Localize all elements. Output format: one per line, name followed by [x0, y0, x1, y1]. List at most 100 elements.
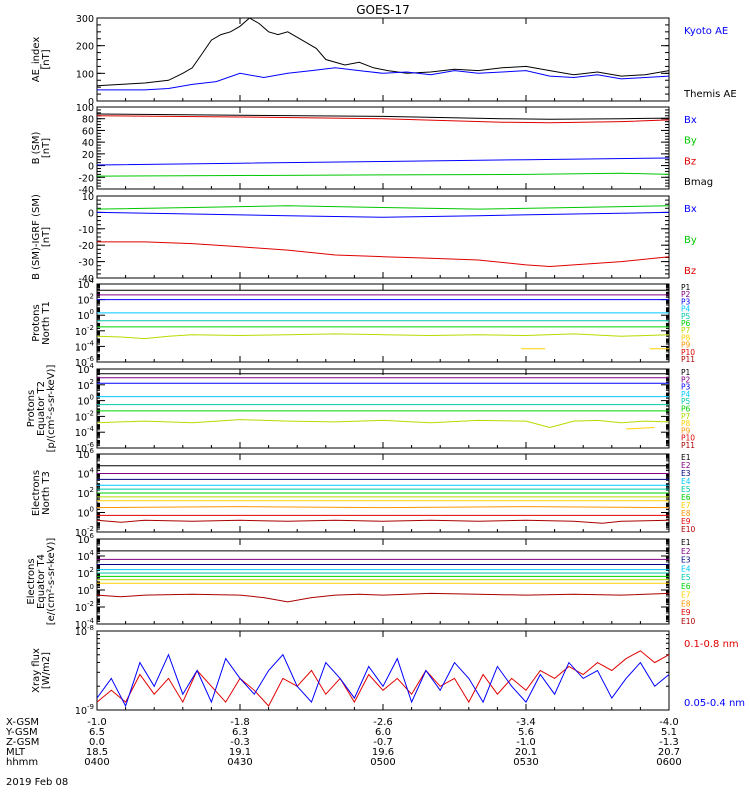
x-row-value: 18.5: [86, 747, 108, 758]
series-line-bz: [97, 241, 669, 268]
legend-by: By: [684, 136, 697, 147]
x-row-label-y-gsm: Y-GSM: [5, 727, 38, 738]
y-tick-label: 300: [76, 14, 94, 25]
y-axis-label: [nT]: [41, 138, 52, 158]
y-axis-label: Protons: [31, 304, 42, 341]
y-tick-exponent: 4: [90, 549, 95, 557]
legend-bz: Bz: [684, 156, 696, 167]
y-tick-exponent: 0: [90, 506, 94, 514]
y-tick-exponent: -4: [87, 617, 95, 625]
x-row-value: 5.6: [518, 727, 534, 738]
legend-p4: P4: [681, 390, 691, 399]
legend-p5: P5: [681, 397, 691, 406]
x-row-value: 0.0: [89, 737, 105, 748]
y-tick-exponent: 0: [90, 394, 94, 402]
legend-0-05-0-4-nm: 0.05-0.4 nm: [684, 698, 745, 709]
x-row-value: -1.8: [230, 717, 250, 728]
y-tick-label: 10-2: [75, 600, 94, 614]
y-tick-label: 100: [76, 69, 94, 80]
y-tick-label: 100: [77, 308, 94, 322]
series-line-bx: [97, 211, 669, 218]
y-tick-exponent: -8: [87, 624, 94, 632]
y-tick-label: 102: [77, 378, 94, 392]
y-tick-exponent: -6: [87, 355, 95, 363]
legend-bz: Bz: [684, 266, 696, 277]
panel-8: 10-9 10-8 Xray flux [W/m2] 0.1-0.8 nm 0.05-0.…: [31, 624, 745, 717]
legend-bx: Bx: [684, 115, 697, 126]
series-line-8: [626, 427, 655, 430]
legend-p11: P11: [681, 355, 695, 364]
y-axis-label: B (SM): [31, 131, 42, 164]
x-row-value: -3.4: [516, 717, 536, 728]
series-group: [97, 18, 669, 91]
panel-frame: [96, 17, 670, 102]
legend-p5: P5: [681, 312, 691, 321]
x-row-label-mlt: MLT: [6, 747, 26, 758]
series-line-11: [97, 519, 669, 524]
y-tick-label: 100: [77, 506, 94, 520]
legend-e3: E3: [681, 556, 691, 565]
legend-e10: E10: [681, 525, 696, 534]
y-tick-label: 40: [82, 138, 94, 149]
x-row-value: -1.3: [659, 737, 679, 748]
y-axis-label: Equator T2: [36, 381, 47, 436]
legend-e3: E3: [681, 469, 691, 478]
x-axis-table: X-GSM -1.0 -1.8 -2.6 -3.4 -4.0 Y-GSM 6.5 6.3 6.0 5…: [5, 717, 682, 768]
legend-e2: E2: [681, 461, 691, 470]
legend-p7: P7: [681, 326, 691, 335]
y-axis-label: AE_index: [31, 37, 42, 83]
series-group: [97, 289, 669, 350]
y-tick-exponent: -2: [87, 525, 94, 533]
series-line-themis-ae: [97, 18, 669, 87]
panel-frame: [96, 283, 670, 363]
x-row-value: -1.0: [516, 737, 536, 748]
y-axis-label: Electrons: [31, 470, 42, 516]
legend-p2: P2: [681, 375, 691, 384]
y-tick-label: -20: [78, 173, 94, 184]
y-tick-exponent: 0: [90, 308, 94, 316]
legend-e4: E4: [681, 477, 691, 486]
series-group: [97, 550, 669, 603]
y-tick-label: -20: [78, 241, 94, 252]
y-tick-exponent: 6: [90, 532, 95, 540]
y-tick-label: 10-8: [75, 624, 94, 638]
legend-p2: P2: [681, 290, 691, 299]
series-line-bx: [97, 157, 669, 166]
series-line-9: [97, 592, 669, 603]
legend-e6: E6: [681, 493, 691, 502]
x-row-value: 19.6: [372, 747, 394, 758]
x-row-value: -0.3: [230, 737, 250, 748]
series-group: [97, 373, 669, 430]
y-axis-label: Electrons: [26, 558, 37, 604]
legend-p6: P6: [681, 405, 691, 414]
y-tick-label: -30: [78, 258, 94, 269]
legend-e9: E9: [681, 608, 691, 617]
x-row-value: 5.1: [661, 727, 677, 738]
y-tick-label: 20: [82, 150, 94, 161]
legend-e7: E7: [681, 591, 691, 600]
y-tick-label: 200: [76, 42, 94, 53]
x-row-value: 0530: [513, 757, 538, 768]
y-tick-label: 80: [82, 115, 94, 126]
x-row-value: -0.7: [373, 737, 393, 748]
x-row-value: 20.7: [658, 747, 680, 758]
x-row-value: 0500: [370, 757, 395, 768]
y-tick-label: 102: [77, 566, 94, 580]
legend-e9: E9: [681, 517, 691, 526]
series-group: [97, 113, 669, 177]
x-row-value: 19.1: [229, 747, 251, 758]
series-line-kyoto-ae: [97, 67, 669, 91]
y-tick-exponent: 4: [90, 277, 95, 285]
y-axis-label: [p/(cm²-s-sr-keV)]: [46, 365, 57, 453]
y-tick-exponent: -2: [87, 324, 94, 332]
y-tick-label: 10-4: [75, 425, 95, 439]
legend-0-1-0-8-nm: 0.1-0.8 nm: [684, 639, 739, 650]
panel-frame: [96, 538, 670, 625]
y-tick-label: 0: [88, 97, 94, 108]
y-tick-label: 102: [77, 486, 94, 500]
panel-frame: [96, 630, 670, 711]
y-tick-exponent: 2: [90, 293, 94, 301]
